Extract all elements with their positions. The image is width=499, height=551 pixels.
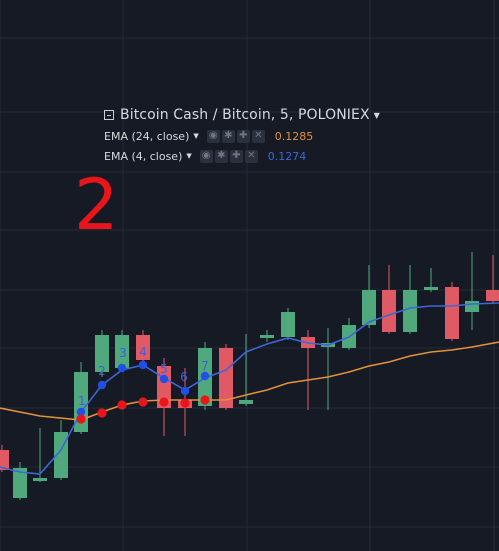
chart-legend: Bitcoin Cash / Bitcoin, 5, POLONIEX ▼ EM… (104, 104, 380, 166)
indicator-name[interactable]: EMA (24, close) (104, 129, 190, 143)
marker-number-label: 2 (98, 364, 106, 378)
close-icon[interactable]: ✕ (244, 149, 258, 163)
indicator-name[interactable]: EMA (4, close) (104, 149, 183, 163)
indicator-row-ema-24[interactable]: EMA (24, close) ▼ ◉ ✱ ✚ ✕ 0.1285 (104, 126, 380, 146)
indicator-value: 0.1285 (274, 129, 314, 143)
candle-body (136, 335, 150, 360)
marker-number-label: 4 (139, 345, 147, 359)
blue-marker-dot (97, 380, 107, 390)
blue-marker-dot (117, 363, 127, 373)
candle-body (239, 400, 253, 404)
red-marker-dot (97, 408, 107, 418)
candle-body (382, 290, 396, 332)
more-icon[interactable]: ✚ (229, 149, 243, 163)
indicator-value: 0.1274 (267, 149, 307, 163)
candle-body (115, 335, 129, 368)
blue-marker-dot (76, 407, 86, 417)
candle-body (0, 450, 9, 470)
red-marker-dot (138, 397, 148, 407)
symbol-title[interactable]: Bitcoin Cash / Bitcoin, 5, POLONIEX (120, 107, 370, 123)
marker-number-label: 6 (180, 370, 188, 384)
red-marker-dot (200, 395, 210, 405)
marker-number-label: 3 (119, 346, 127, 360)
indicator-row-ema-4[interactable]: EMA (4, close) ▼ ◉ ✱ ✚ ✕ 0.1274 (104, 146, 380, 166)
candle-body (13, 468, 27, 498)
candle-body (95, 335, 109, 372)
candle-body (281, 312, 295, 337)
candle-body (219, 348, 233, 408)
close-icon[interactable]: ✕ (251, 129, 265, 143)
blue-marker-dot (138, 360, 148, 370)
marker-number-label: 7 (201, 359, 209, 373)
more-icon[interactable]: ✚ (236, 129, 250, 143)
blue-marker-dot (180, 386, 190, 396)
collapse-legend-icon[interactable] (104, 110, 114, 120)
settings-icon[interactable]: ✱ (214, 149, 228, 163)
blue-marker-dot (200, 371, 210, 381)
candles (0, 252, 499, 500)
red-marker-dot (76, 414, 86, 424)
handwritten-annotation-number: 2 (74, 164, 119, 246)
blue-marker-dot (159, 374, 169, 384)
legend-title-row[interactable]: Bitcoin Cash / Bitcoin, 5, POLONIEX ▼ (104, 104, 380, 126)
ema-24-line (0, 341, 499, 421)
candle-body (445, 287, 459, 339)
candle-body (465, 301, 479, 312)
candle-body (486, 290, 499, 301)
candle-body (260, 335, 274, 338)
settings-icon[interactable]: ✱ (221, 129, 235, 143)
red-marker-dot (180, 398, 190, 408)
indicator-caret-icon[interactable]: ▼ (186, 152, 192, 160)
marker-number-label: 5 (160, 362, 168, 376)
eye-icon[interactable]: ◉ (206, 129, 220, 143)
indicator-caret-icon[interactable]: ▼ (193, 132, 199, 140)
candle-body (424, 287, 438, 290)
marker-number-label: 1 (78, 394, 86, 408)
red-marker-dot (117, 400, 127, 410)
candle-body (33, 478, 47, 481)
candle-body (362, 290, 376, 325)
red-marker-dot (159, 397, 169, 407)
symbol-caret-icon[interactable]: ▼ (373, 110, 380, 120)
eye-icon[interactable]: ◉ (199, 149, 213, 163)
candle-body (403, 290, 417, 332)
